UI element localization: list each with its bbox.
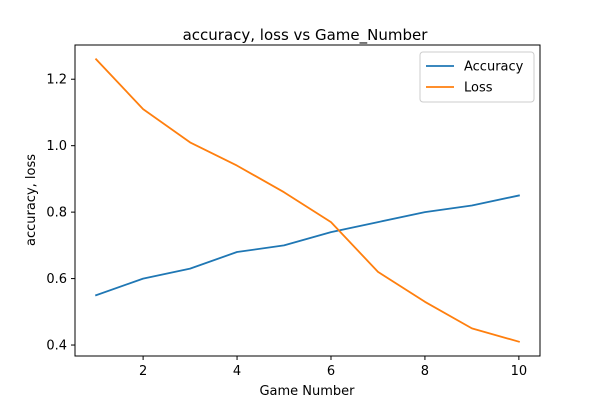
x-tick-label: 10 — [511, 364, 528, 379]
plot-frame — [74, 44, 541, 357]
y-tick-label: 0.6 — [46, 272, 67, 287]
y-tick-label: 1.0 — [46, 139, 67, 154]
x-tick-label: 6 — [327, 364, 335, 379]
plot-lines — [94, 58, 521, 343]
legend: Accuracy Loss — [419, 51, 535, 103]
x-tick-label: 8 — [421, 364, 429, 379]
legend-label-accuracy: Accuracy — [464, 60, 524, 75]
legend-label-loss: Loss — [464, 81, 493, 96]
legend-box — [419, 51, 535, 103]
x-axis-label: Game Number — [259, 384, 355, 399]
y-axis-ticks: 0.4 0.6 0.8 1.0 1.2 — [46, 73, 75, 354]
x-tick-label: 2 — [139, 364, 147, 379]
series-line-loss — [94, 58, 521, 343]
y-tick-label: 0.4 — [46, 339, 67, 354]
series-line-accuracy — [94, 194, 520, 297]
chart-title: accuracy, loss vs Game_Number — [183, 26, 429, 45]
y-tick-label: 1.2 — [46, 73, 67, 88]
x-axis-ticks: 2 4 6 8 10 — [139, 356, 527, 379]
y-axis-label: accuracy, loss — [24, 154, 39, 246]
y-tick-label: 0.8 — [46, 206, 67, 221]
x-tick-label: 4 — [233, 364, 241, 379]
